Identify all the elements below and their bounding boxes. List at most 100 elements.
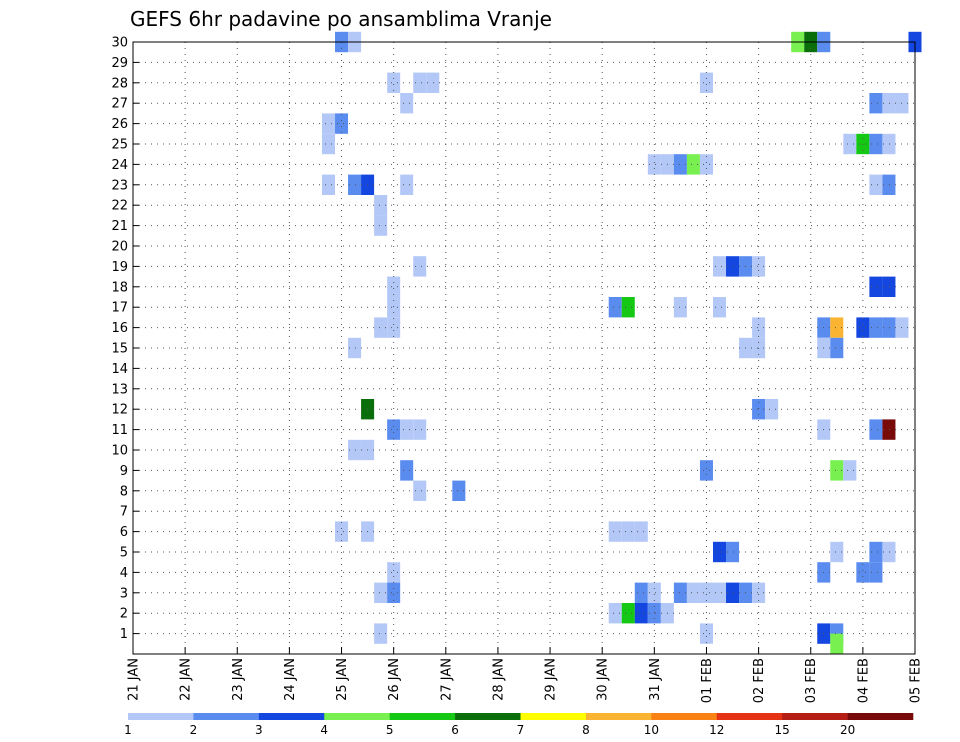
heatmap-cell (752, 317, 766, 338)
heatmap-cell (387, 582, 401, 603)
heatmap-cell (634, 521, 648, 542)
heatmap-cell (348, 174, 362, 195)
heatmap-cell (882, 174, 896, 195)
y-tick-label: 1 (120, 627, 128, 642)
y-tick-label: 29 (111, 56, 128, 71)
heatmap-cell (374, 317, 388, 338)
heatmap-cell (413, 256, 427, 277)
heatmap-cell (647, 154, 661, 175)
y-tick-label: 20 (111, 240, 128, 255)
heatmap-cell (699, 460, 713, 481)
heatmap-cell (830, 633, 844, 654)
heatmap-cell (374, 582, 388, 603)
heatmap-cell (647, 603, 661, 624)
y-tick-label: 16 (111, 321, 128, 336)
y-tick-label: 3 (120, 586, 128, 601)
colorbar-label: 10 (644, 723, 659, 737)
colorbar: 1 2 3 4 5 6 7 8 10 12 15 20 (124, 713, 914, 737)
y-tick-label: 13 (111, 382, 128, 397)
heatmap-cell (621, 521, 635, 542)
heatmap-cell (387, 419, 401, 440)
heatmap-cell (608, 521, 622, 542)
chart-title: GEFS 6hr padavine po ansamblima Vranje (130, 7, 552, 31)
heatmap-cell (699, 154, 713, 175)
heatmap-cell (843, 133, 857, 155)
y-tick-label: 25 (111, 138, 128, 153)
heatmap-cell (882, 133, 896, 155)
heatmap-cell (882, 93, 896, 114)
heatmap-cell (869, 419, 883, 440)
heatmap-cell (608, 603, 622, 624)
heatmap-cell (712, 541, 727, 563)
heatmap-cell (413, 72, 427, 93)
heatmap-cell (712, 297, 727, 318)
heatmap-cell (856, 317, 870, 338)
gridlines (133, 41, 915, 654)
y-tick-label: 12 (111, 403, 128, 418)
heatmap-cell (387, 317, 401, 338)
y-axis: 1234567891011121314151617181920212223242… (111, 36, 139, 642)
heatmap-cell (413, 480, 427, 501)
heatmap-cell (830, 460, 844, 481)
x-tick-label: 23 JAN (231, 658, 246, 701)
heatmap-cell (752, 582, 766, 603)
heatmap-cell (621, 603, 635, 624)
y-tick-label: 6 (120, 525, 128, 540)
y-tick-label: 5 (120, 546, 128, 561)
heatmap-cell (869, 93, 883, 114)
heatmap-cell (752, 399, 766, 420)
x-tick-label: 26 JAN (387, 658, 402, 701)
heatmap-cell (335, 521, 349, 542)
heatmap-cell (882, 419, 896, 440)
heatmap-cell (830, 317, 844, 338)
colorbar-swatch (651, 713, 718, 720)
colorbar-label: 4 (320, 723, 328, 737)
y-tick-label: 4 (120, 566, 128, 581)
heatmap-cell (686, 154, 700, 175)
heatmap-cell (400, 419, 414, 440)
colorbar-swatch (389, 713, 456, 720)
y-tick-label: 9 (120, 464, 128, 479)
x-tick-label: 02 FEB (752, 658, 767, 703)
colorbar-label: 5 (386, 723, 394, 737)
heatmap-cell (752, 256, 766, 277)
colorbar-label: 12 (709, 723, 724, 737)
heatmap-cell (712, 582, 727, 603)
y-tick-label: 11 (111, 423, 128, 438)
heatmap-cell (673, 582, 687, 603)
x-tick-label: 28 JAN (491, 658, 506, 701)
x-tick-label: 25 JAN (335, 658, 350, 701)
colorbar-label: 6 (451, 723, 459, 737)
y-tick-label: 18 (111, 280, 128, 295)
colorbar-label: 8 (582, 723, 590, 737)
y-tick-label: 19 (111, 260, 128, 275)
heatmap-cell (882, 317, 896, 338)
colorbar-swatch (520, 713, 587, 720)
colorbar-swatch (455, 713, 521, 720)
heatmap-cell (634, 582, 648, 603)
heatmap-cell (413, 419, 427, 440)
heatmap-cell (348, 439, 362, 461)
heatmap-cell (726, 582, 740, 603)
colorbar-swatch (258, 713, 325, 720)
heatmap-cell (321, 174, 336, 195)
y-tick-label: 24 (111, 158, 128, 173)
x-tick-label: 30 JAN (596, 658, 611, 701)
heatmap-cell (869, 133, 883, 155)
y-tick-label: 23 (111, 178, 128, 193)
heatmap-cell (387, 276, 401, 297)
colorbar-swatch (128, 713, 194, 720)
heatmap-cell (699, 582, 713, 603)
y-tick-label: 30 (111, 36, 128, 51)
colorbar-swatch (324, 713, 390, 720)
colorbar-label: 1 (124, 723, 132, 737)
heatmap-cell (869, 562, 883, 583)
heatmap-cell (321, 133, 336, 155)
heatmap-cell (869, 317, 883, 338)
x-tick-label: 21 JAN (127, 658, 142, 701)
colorbar-label: 15 (775, 723, 790, 737)
y-tick-label: 8 (120, 484, 128, 499)
heatmap-cell (647, 582, 661, 603)
x-tick-label: 24 JAN (283, 658, 298, 701)
